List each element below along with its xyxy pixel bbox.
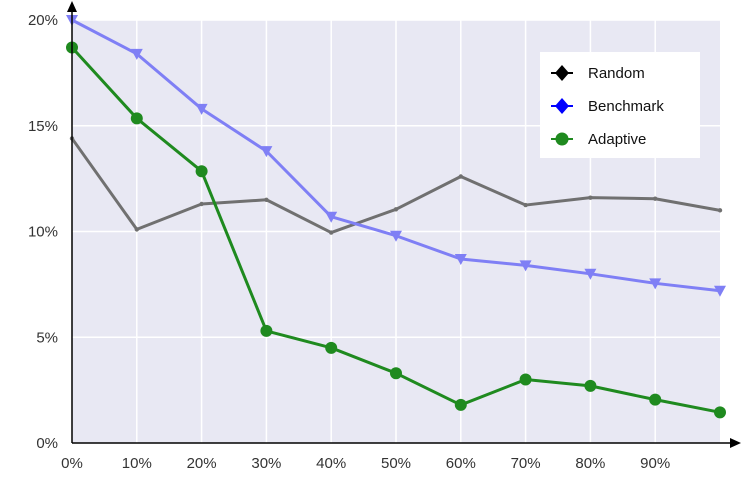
- legend-marker-icon: [555, 132, 569, 146]
- x-tick-label: 0%: [61, 455, 83, 472]
- tick-labels: 0% 10% 20% 30% 40% 50% 60% 70% 80% 90% 0% 5% 10% 15% 2…: [28, 12, 670, 472]
- data-point-random: [134, 227, 139, 232]
- data-point-benchmark: [130, 48, 143, 60]
- y-axis-arrow-icon: [67, 1, 77, 12]
- legend-marker-icon: [555, 65, 569, 81]
- data-point-random: [264, 197, 269, 202]
- data-point-benchmark: [195, 103, 208, 115]
- y-tick-label: 15%: [28, 118, 58, 135]
- data-point-random: [717, 208, 723, 213]
- legend-label: Random: [588, 65, 645, 82]
- x-tick-label: 40%: [316, 455, 346, 472]
- x-tick-label: 70%: [511, 455, 541, 472]
- legend-label: Adaptive: [588, 131, 646, 148]
- data-point-benchmark: [325, 211, 338, 223]
- data-point-random: [329, 230, 334, 235]
- y-tick-label: 10%: [28, 224, 58, 241]
- data-point-random: [458, 174, 463, 179]
- data-point-benchmark: [584, 268, 597, 280]
- x-tick-label: 50%: [381, 455, 411, 472]
- legend-marker-icon: [555, 98, 569, 114]
- data-point-adaptive: [714, 406, 726, 419]
- x-tick-label: 60%: [446, 455, 476, 472]
- data-point-adaptive: [260, 324, 273, 337]
- data-point-adaptive: [649, 393, 662, 406]
- x-tick-label: 10%: [122, 455, 152, 472]
- data-point-random: [653, 196, 658, 201]
- y-tick-label: 5%: [36, 329, 58, 346]
- x-tick-label: 20%: [187, 455, 217, 472]
- data-point-adaptive: [584, 379, 597, 392]
- data-point-random: [199, 201, 204, 207]
- x-tick-label: 80%: [575, 455, 605, 472]
- data-point-adaptive: [390, 367, 402, 380]
- series-lines: [66, 15, 726, 419]
- data-point-benchmark: [519, 260, 532, 272]
- data-point-adaptive: [325, 341, 338, 354]
- data-point-benchmark: [649, 278, 662, 290]
- data-point-benchmark: [714, 285, 726, 297]
- x-axis-arrow-icon: [730, 438, 741, 448]
- legend: Random Benchmark Adaptive: [540, 52, 700, 158]
- data-point-benchmark: [260, 146, 273, 158]
- legend-label: Benchmark: [588, 98, 664, 115]
- data-point-adaptive: [195, 165, 208, 178]
- axes: [67, 1, 741, 448]
- data-point-adaptive: [130, 112, 143, 125]
- x-tick-label: 30%: [251, 455, 281, 472]
- data-point-random: [523, 202, 528, 208]
- data-point-benchmark: [454, 253, 467, 265]
- data-point-random: [588, 195, 593, 200]
- data-point-adaptive: [519, 373, 532, 386]
- y-tick-label: 20%: [28, 12, 58, 29]
- y-tick-label: 0%: [36, 435, 58, 452]
- data-point-adaptive: [454, 398, 467, 411]
- data-point-benchmark: [390, 230, 402, 242]
- x-tick-label: 90%: [640, 455, 670, 472]
- data-point-random: [393, 207, 399, 212]
